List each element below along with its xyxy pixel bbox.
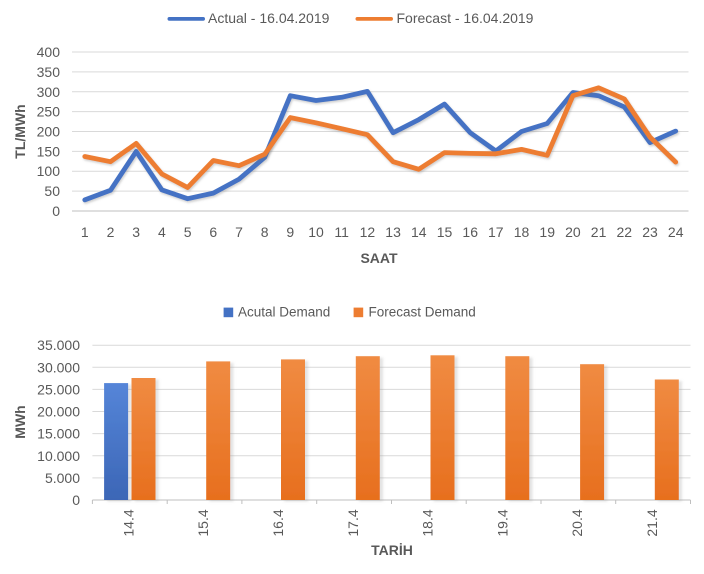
svg-text:400: 400	[37, 44, 61, 60]
svg-text:SAAT: SAAT	[360, 250, 398, 266]
svg-text:0: 0	[52, 203, 60, 219]
svg-text:3: 3	[132, 224, 140, 240]
svg-text:7: 7	[235, 224, 243, 240]
svg-text:19: 19	[539, 224, 555, 240]
svg-text:10: 10	[308, 224, 324, 240]
svg-text:Acutal Demand: Acutal Demand	[238, 305, 330, 320]
svg-text:100: 100	[37, 163, 61, 179]
svg-text:35.000: 35.000	[37, 337, 80, 353]
svg-text:15: 15	[437, 224, 453, 240]
svg-text:6: 6	[209, 224, 217, 240]
svg-text:14.4: 14.4	[121, 509, 137, 536]
svg-text:15.4: 15.4	[195, 509, 211, 536]
svg-text:25.000: 25.000	[37, 381, 80, 397]
svg-text:1: 1	[81, 224, 89, 240]
svg-text:9: 9	[286, 224, 294, 240]
svg-text:11: 11	[334, 224, 349, 240]
svg-text:50: 50	[44, 183, 60, 199]
svg-text:19.4: 19.4	[494, 509, 510, 536]
svg-text:14: 14	[411, 224, 427, 240]
svg-text:23: 23	[642, 224, 658, 240]
svg-text:20: 20	[565, 224, 581, 240]
svg-text:20.4: 20.4	[569, 509, 585, 536]
svg-text:TL/MWh: TL/MWh	[12, 104, 28, 158]
svg-text:21.4: 21.4	[644, 509, 660, 536]
svg-text:5.000: 5.000	[45, 470, 80, 486]
svg-text:250: 250	[37, 104, 61, 120]
svg-text:12: 12	[360, 224, 376, 240]
svg-text:0: 0	[72, 492, 80, 508]
svg-text:200: 200	[37, 124, 61, 140]
svg-text:18: 18	[514, 224, 530, 240]
svg-text:8: 8	[261, 224, 269, 240]
svg-text:TARİH: TARİH	[371, 542, 413, 558]
svg-text:18.4: 18.4	[420, 509, 436, 536]
svg-text:15.000: 15.000	[37, 426, 80, 442]
svg-text:Actual - 16.04.2019: Actual - 16.04.2019	[208, 10, 330, 26]
svg-text:Forecast - 16.04.2019: Forecast - 16.04.2019	[397, 10, 534, 26]
svg-text:21: 21	[591, 224, 607, 240]
svg-text:4: 4	[158, 224, 166, 240]
svg-text:24: 24	[668, 224, 684, 240]
svg-text:10.000: 10.000	[37, 448, 80, 464]
svg-text:13: 13	[385, 224, 401, 240]
svg-text:17.4: 17.4	[345, 509, 361, 536]
svg-text:16.4: 16.4	[270, 509, 286, 536]
svg-text:17: 17	[488, 224, 504, 240]
svg-text:22: 22	[617, 224, 633, 240]
svg-text:20.000: 20.000	[37, 404, 80, 420]
svg-text:5: 5	[184, 224, 192, 240]
svg-text:150: 150	[37, 143, 61, 159]
svg-text:2: 2	[107, 224, 115, 240]
svg-text:350: 350	[37, 64, 61, 80]
svg-text:MWh: MWh	[12, 405, 28, 438]
svg-text:Forecast Demand: Forecast Demand	[369, 305, 476, 320]
svg-text:300: 300	[37, 84, 61, 100]
svg-text:30.000: 30.000	[37, 359, 80, 375]
svg-text:16: 16	[462, 224, 478, 240]
